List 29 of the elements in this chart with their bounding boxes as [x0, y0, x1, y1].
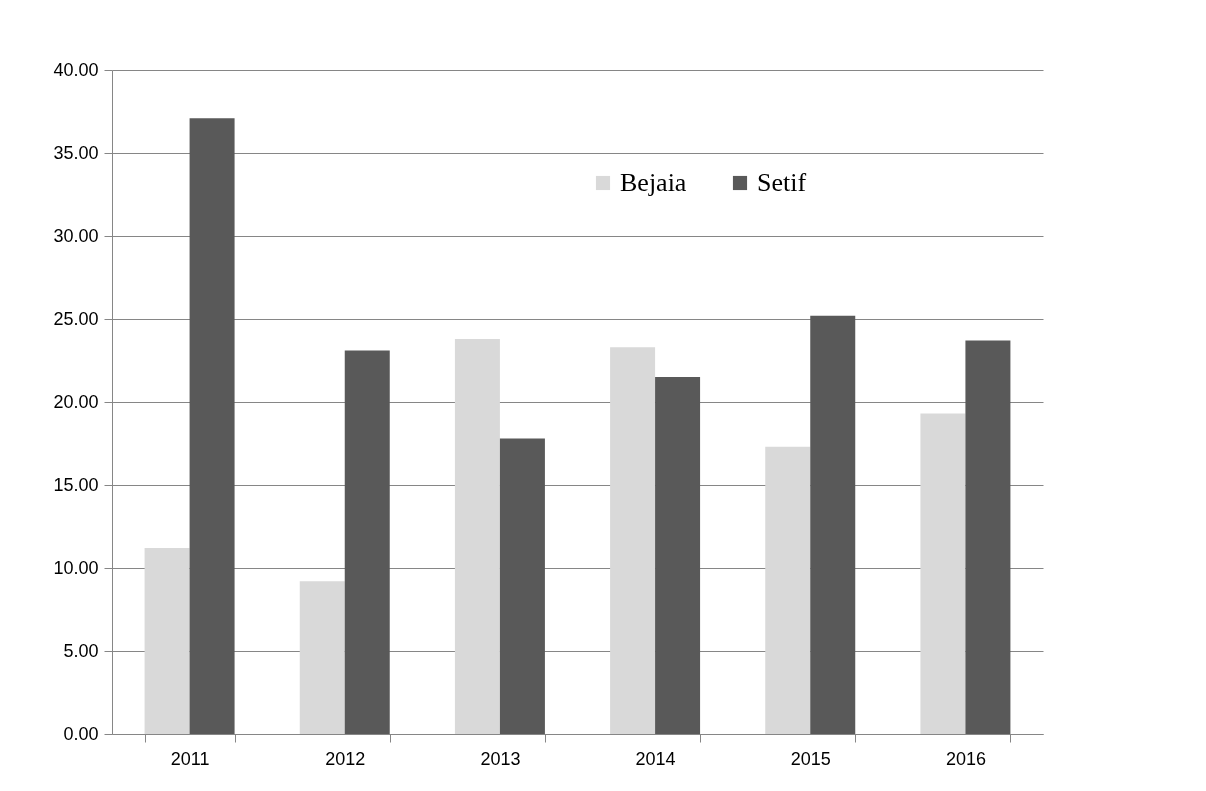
x-tick-label: 2013 [480, 748, 521, 769]
x-tick-label: 2012 [325, 748, 366, 769]
bar [499, 438, 545, 734]
legend-label: Bejaia [620, 168, 687, 197]
bar [610, 347, 656, 734]
bar [454, 338, 500, 734]
y-tick-label: 40.00 [53, 59, 99, 80]
bar [920, 413, 966, 734]
x-tick-label: 2011 [170, 748, 210, 769]
bar [299, 581, 345, 734]
x-tick-label: 2015 [790, 748, 831, 769]
bar [144, 548, 190, 734]
y-tick-label: 10.00 [53, 557, 99, 578]
y-tick-label: 5.00 [63, 640, 99, 661]
y-tick-label: 15.00 [53, 474, 99, 495]
x-tick-label: 2016 [945, 748, 986, 769]
y-tick-label: 30.00 [53, 225, 99, 246]
bar [655, 377, 701, 734]
bar [765, 446, 811, 734]
y-tick-label: 25.00 [53, 308, 99, 329]
bar [189, 118, 235, 734]
y-tick-label: 35.00 [53, 142, 99, 163]
bar [965, 340, 1011, 734]
y-tick-label: 20.00 [53, 391, 99, 412]
x-tick-label: 2014 [635, 748, 676, 769]
legend-label: Setif [757, 168, 807, 197]
bar [344, 350, 390, 734]
y-tick-label: 0.00 [63, 723, 99, 744]
bar [810, 315, 856, 734]
